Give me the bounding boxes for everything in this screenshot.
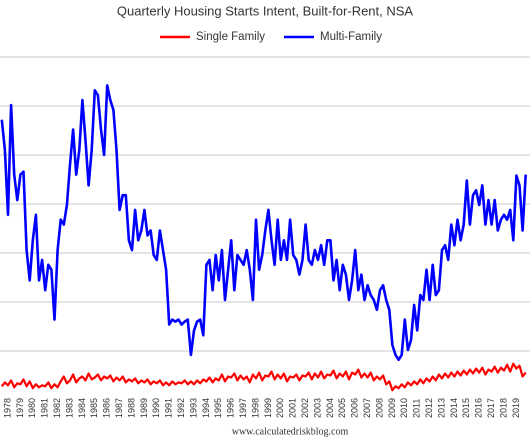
series-line: [0, 84, 527, 362]
x-tick-label: 2001: [288, 398, 298, 418]
x-tick-label: 1990: [151, 398, 161, 418]
x-tick-label: 1999: [263, 398, 273, 418]
x-tick-label: 1993: [188, 398, 198, 418]
x-tick-label: 1997: [238, 398, 248, 418]
series-line: [0, 362, 527, 392]
x-tick-label: 1987: [114, 398, 124, 418]
x-tick-label: 1986: [102, 398, 112, 418]
x-tick-label: 2010: [399, 398, 409, 418]
x-tick-label: 1998: [250, 398, 260, 418]
x-tick-label: 1994: [201, 398, 211, 418]
x-tick-label: 2009: [387, 398, 397, 418]
x-tick-label: 2004: [325, 398, 335, 418]
x-tick-label: 2019: [511, 398, 521, 418]
x-tick-label: 2012: [424, 398, 434, 418]
x-tick-label: 1988: [126, 398, 136, 418]
x-tick-label: 1995: [213, 398, 223, 418]
x-tick-label: 1981: [40, 398, 50, 418]
x-tick-label: 2013: [436, 398, 446, 418]
legend-label: Single Family: [196, 31, 265, 43]
x-tick-label: 2002: [300, 398, 310, 418]
x-tick-label: 2015: [461, 398, 471, 418]
x-tick-label: 2014: [449, 398, 459, 418]
x-tick-label: 2011: [412, 399, 422, 418]
x-tick-label: 2018: [498, 398, 508, 418]
x-tick-label: 1982: [52, 398, 62, 418]
x-tick-label: 2008: [374, 398, 384, 418]
legend-label: Multi-Family: [320, 31, 382, 43]
x-tick-label: 1989: [139, 398, 149, 418]
x-tick-label: 1983: [64, 398, 74, 418]
x-tick-label: 2003: [312, 398, 322, 418]
source: www.calculatedriskblog.com: [232, 426, 349, 437]
x-tick-label: 2000: [275, 398, 285, 418]
x-tick-label: 1978: [2, 398, 12, 418]
x-tick-label: 1996: [226, 398, 236, 418]
x-tick-label: 2005: [337, 398, 347, 418]
x-tick-label: 1980: [27, 398, 37, 418]
x-tick-label: 2007: [362, 398, 372, 418]
x-tick-label: 1979: [15, 398, 25, 418]
x-tick-label: 2006: [350, 398, 360, 418]
x-tick-label: 1991: [164, 398, 174, 418]
x-tick-label: 2016: [474, 398, 484, 418]
x-tick-label: 2017: [486, 398, 496, 418]
x-tick-label: 1992: [176, 398, 186, 418]
x-tick-label: 1985: [89, 398, 99, 418]
chart-title: Quarterly Housing Starts Intent, Built-f…: [117, 3, 414, 18]
x-tick-label: 1984: [77, 398, 87, 418]
